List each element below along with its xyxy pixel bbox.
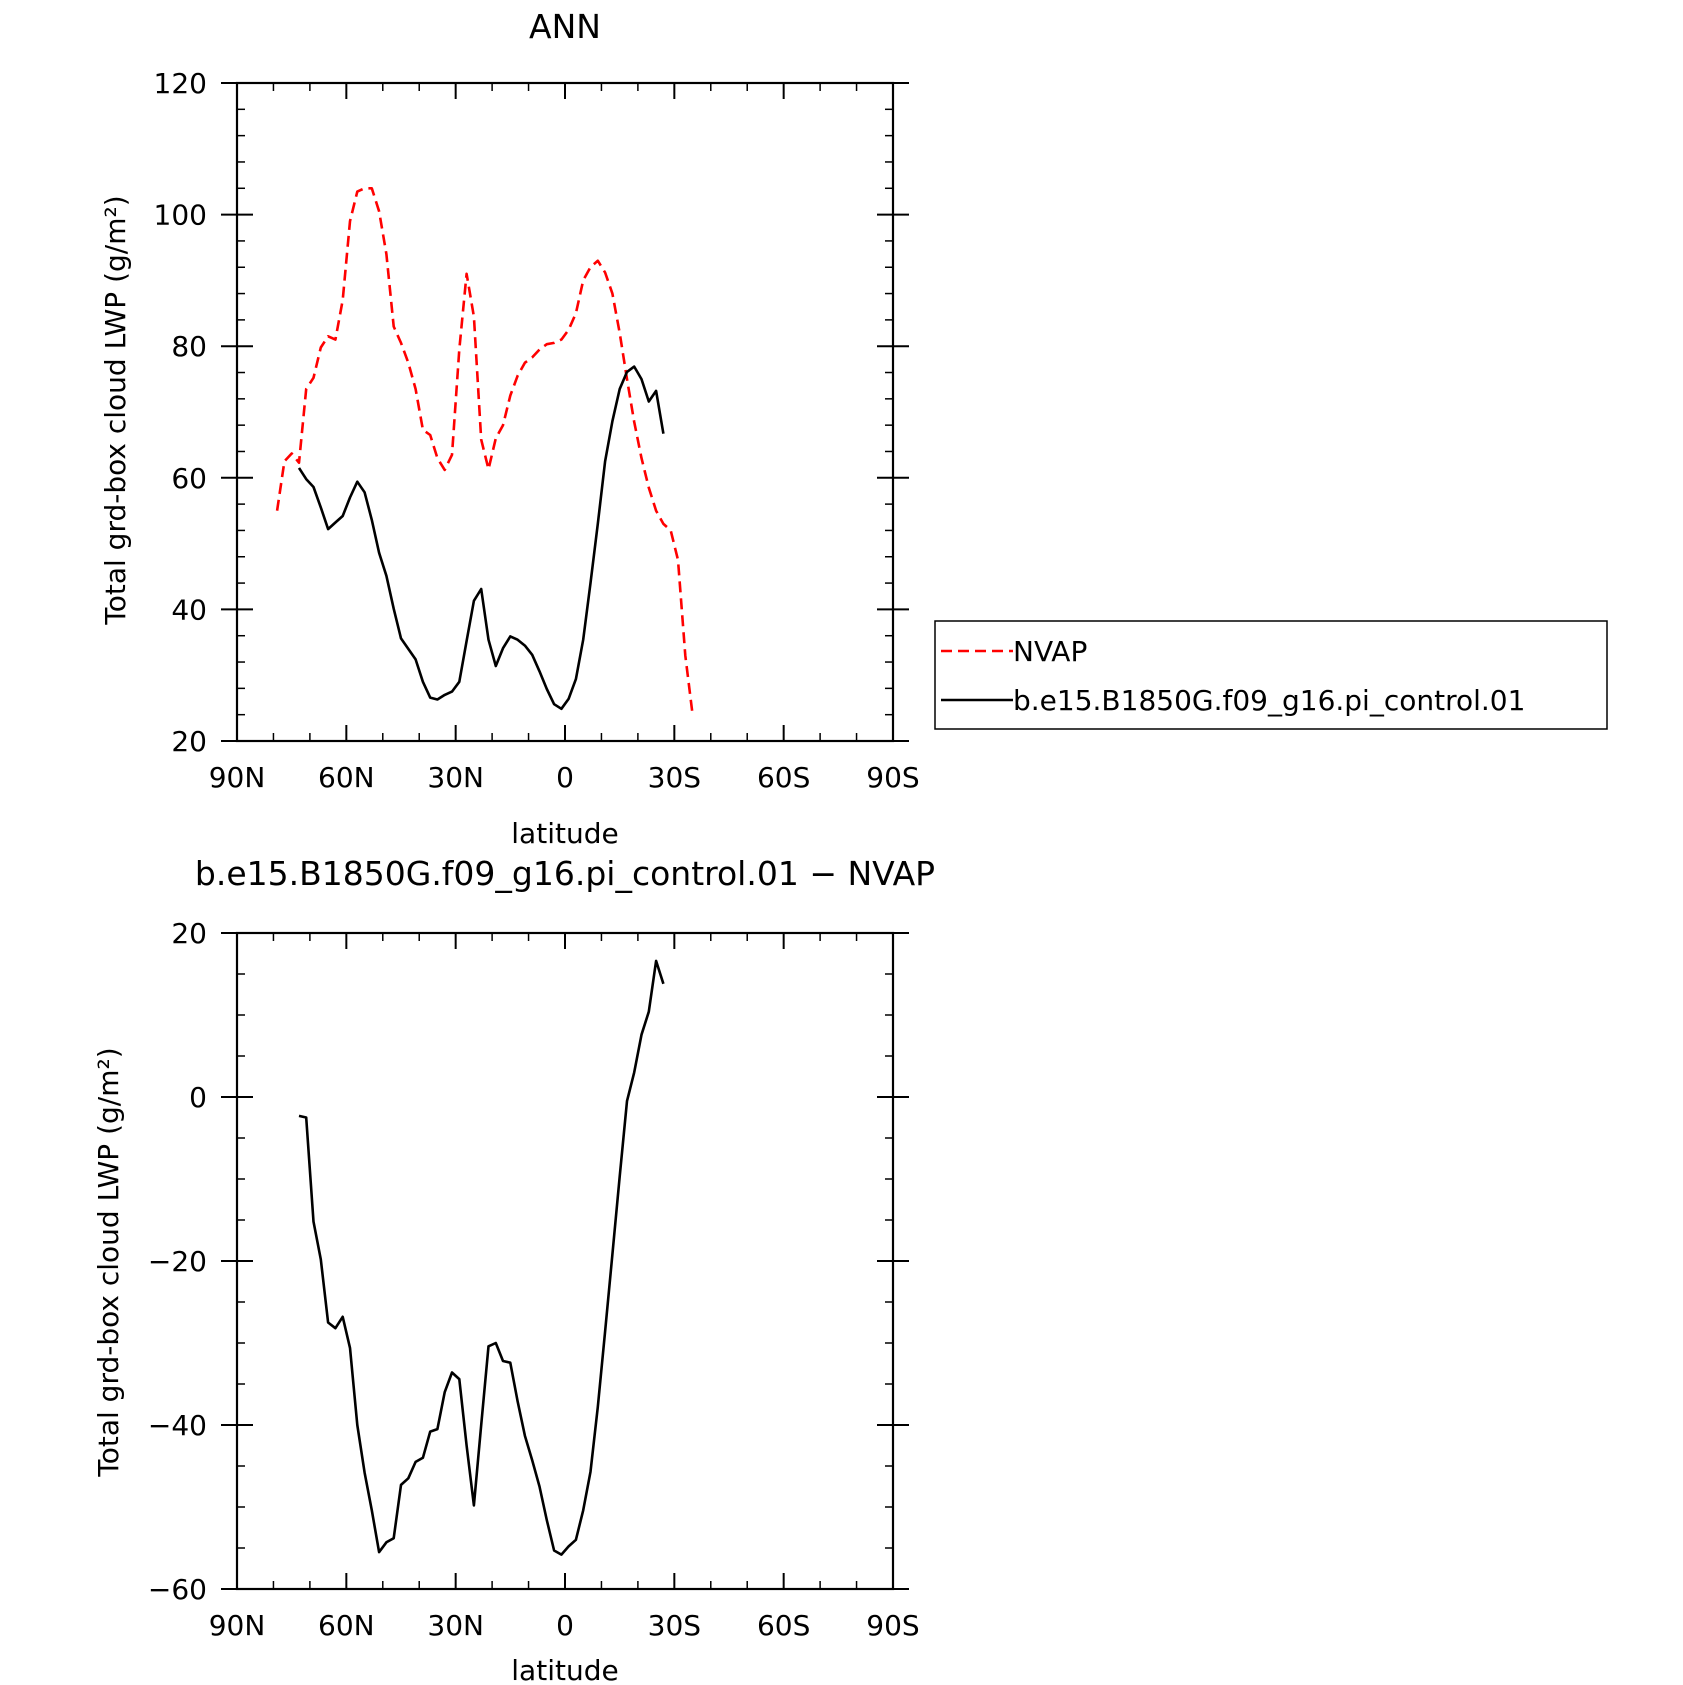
bottom-x-axis-title: latitude [511,1654,618,1685]
bottom-x-tick-label: 0 [556,1609,574,1642]
bottom-x-tick-label: 90S [866,1609,919,1642]
legend-label-model: b.e15.B1850G.f09_g16.pi_control.01 [1013,684,1525,717]
bottom-series-line-0 [298,959,665,1556]
bottom-chart-title: b.e15.B1850G.f09_g16.pi_control.01 − NVA… [195,854,935,893]
bottom-x-tick-label: 90N [209,1609,266,1642]
bottom-y-tick-label: 0 [189,1081,207,1114]
legend-box [934,620,1608,730]
top-chart-title: ANN [529,7,601,46]
top-y-tick-label: 100 [154,199,207,232]
bottom-x-tick-label: 30S [648,1609,701,1642]
top-x-axis-title: latitude [511,817,618,850]
top-tick-labels: 90N 60N 30N 0 30S 60S 90S 20 40 60 80 100 120 [154,67,920,794]
top-y-axis-title: Total grd-box cloud LWP (g/m²) [99,195,132,625]
top-plot-frame [235,81,895,743]
bottom-y-tick-label: −20 [148,1245,207,1278]
bottom-panel: b.e15.B1850G.f09_g16.pi_control.01 − NVA… [92,854,935,1685]
top-x-tick-label: 90S [866,761,919,794]
top-y-tick-label: 20 [171,725,207,758]
top-series [275,187,694,715]
top-y-tick-label: 40 [171,593,207,626]
top-x-tick-label: 0 [556,761,574,794]
top-series-line-1 [297,365,665,711]
top-y-tick-label: 120 [154,67,207,100]
top-panel: ANN Total grd-box cloud LWP (g/m²) latit… [99,7,1608,850]
top-x-tick-label: 90N [209,761,266,794]
bottom-y-tick-label: −60 [148,1573,207,1606]
top-series-line-0 [275,187,694,715]
legend-label-nvap: NVAP [1013,635,1087,668]
legend: NVAP b.e15.B1850G.f09_g16.pi_control.01 [934,620,1608,730]
bottom-tick-labels: 90N 60N 30N 0 30S 60S 90S 20 0 −20 −40 −60 [148,917,920,1642]
top-y-tick-label: 60 [171,462,207,495]
top-y-tick-label: 80 [171,330,207,363]
bottom-y-tick-label: −40 [148,1409,207,1442]
bottom-series [298,959,665,1556]
top-ticks [221,82,909,742]
top-x-tick-label: 30N [427,761,484,794]
top-x-tick-label: 30S [648,761,701,794]
bottom-ticks [221,932,909,1590]
top-x-tick-label: 60N [318,761,375,794]
bottom-x-tick-label: 60S [757,1609,810,1642]
bottom-x-tick-label: 30N [427,1609,484,1642]
bottom-x-tick-label: 60N [318,1609,375,1642]
top-x-tick-label: 60S [757,761,810,794]
bottom-y-axis-title: Total grd-box cloud LWP (g/m²) [92,1047,125,1477]
bottom-plot-frame [235,931,895,1591]
bottom-y-tick-label: 20 [171,917,207,950]
